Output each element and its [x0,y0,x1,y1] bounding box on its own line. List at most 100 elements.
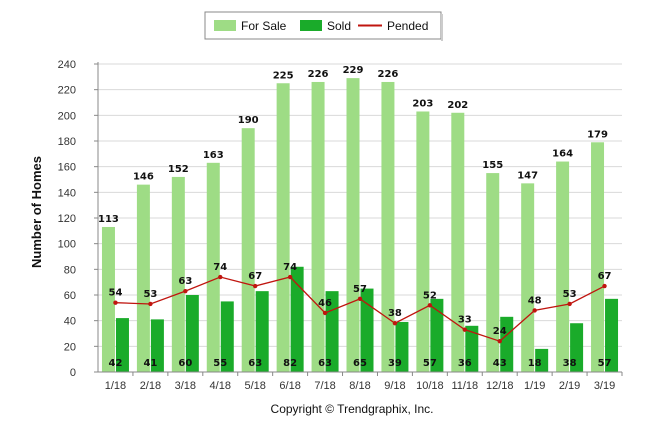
y-tick-label: 120 [58,213,76,225]
legend-swatch-for-sale [214,20,236,31]
bar-for-sale [171,176,185,372]
x-tick-label: 1/19 [524,380,545,392]
copyright: Copyright © Trendgraphix, Inc. [271,402,434,416]
bar-sold [115,318,129,372]
data-label-pended: 52 [423,290,437,301]
data-label-for-sale: 225 [273,70,294,81]
data-label-for-sale: 152 [168,164,189,175]
pended-point [462,327,467,332]
pended-line [113,274,607,344]
x-tick-label: 2/19 [559,380,580,392]
y-tick-label: 220 [58,85,76,97]
pended-point [287,274,293,280]
y-tick-label: 40 [64,316,76,328]
data-label-for-sale: 164 [552,149,573,160]
data-label-sold: 60 [178,358,192,369]
data-label-for-sale: 202 [447,100,468,111]
axes [97,62,622,373]
data-label-sold: 82 [283,358,297,369]
data-label-pended: 63 [178,276,192,287]
y-tick-label: 80 [64,264,76,276]
y-tick-label: 100 [58,239,76,251]
legend-swatch-sold [300,20,322,31]
legend: For Sale Sold Pended [204,11,443,41]
x-tick-label: 2/18 [140,380,161,392]
x-tick-label: 5/18 [244,380,265,392]
legend-shadow [441,14,443,41]
data-label-sold: 65 [353,358,367,369]
pended-point [427,303,433,308]
y-tick-label: 0 [70,367,76,379]
pended-point [183,288,188,294]
data-label-sold: 55 [213,358,227,369]
pended-point [113,300,118,305]
data-label-pended: 67 [248,271,262,282]
x-axis-ticks: 1/18 2/18 3/18 4/18 5/18 6/18 7/18 8/18 9/18 10/1… [105,372,623,392]
pended-point [357,296,363,302]
data-label-for-sale: 147 [517,170,538,181]
y-tick-label: 240 [58,59,76,71]
y-axis-ticks: 0 20 40 60 80 100 120 140 160 180 200 220 240 [58,59,98,379]
data-label-for-sale: 179 [587,129,608,140]
bar-sold [605,298,619,372]
bar-sold [535,348,549,372]
y-tick-label: 160 [58,162,76,174]
bar-sold [430,298,444,372]
bar-sold [360,288,374,372]
bar-sold [255,291,269,372]
x-tick-label: 8/18 [349,380,370,392]
data-label-sold: 36 [458,358,472,369]
legend-box [204,11,442,40]
data-label-pended: 53 [143,289,157,300]
data-label-for-sale: 155 [482,160,503,171]
data-label-for-sale: 113 [98,214,119,225]
pended-point [322,310,328,316]
data-label-sold: 42 [109,358,123,369]
y-tick-label: 180 [58,136,76,148]
bar-for-sale [241,128,255,372]
pended-point [532,308,537,313]
pended-point [497,339,502,344]
y-axis-title: Number of Homes [29,156,44,268]
data-label-for-sale: 190 [238,115,259,126]
bar-sold [500,316,514,372]
data-label-pended: 38 [388,308,402,319]
grid [98,63,622,347]
bar-for-sale [521,183,535,372]
data-label-pended: 57 [353,284,367,295]
x-tick-label: 9/18 [384,380,405,392]
bar-sold [150,319,164,372]
data-label-pended: 74 [213,262,227,273]
bar-sold [220,301,234,372]
data-label-for-sale: 203 [412,98,433,109]
bar-sold [185,295,199,372]
pended-point [218,274,223,280]
pended-point [148,301,153,307]
data-label-for-sale: 229 [343,65,364,76]
data-label-pended: 74 [283,262,297,273]
data-label-sold: 63 [248,358,262,369]
pended-point [253,283,258,289]
bar-sold [395,321,409,372]
data-label-pended: 54 [109,288,123,299]
x-tick-label: 12/18 [486,380,514,392]
y-tick-label: 20 [64,341,76,353]
bar-sold [290,266,304,372]
pended-point [567,301,572,307]
pended-point [392,321,398,326]
bar-sold [465,325,479,372]
bars [101,78,619,373]
data-label-sold: 63 [318,358,332,369]
y-tick-label: 140 [58,187,76,199]
x-tick-label: 3/19 [594,380,615,392]
bar-for-sale [451,112,465,373]
bar-for-sale [136,184,150,372]
data-label-sold: 57 [598,358,612,369]
data-label-pended: 33 [458,315,472,326]
y-tick-label: 60 [64,290,76,302]
bar-for-sale [486,173,500,372]
legend-label-pended: Pended [387,19,428,33]
pended-point [602,283,607,289]
